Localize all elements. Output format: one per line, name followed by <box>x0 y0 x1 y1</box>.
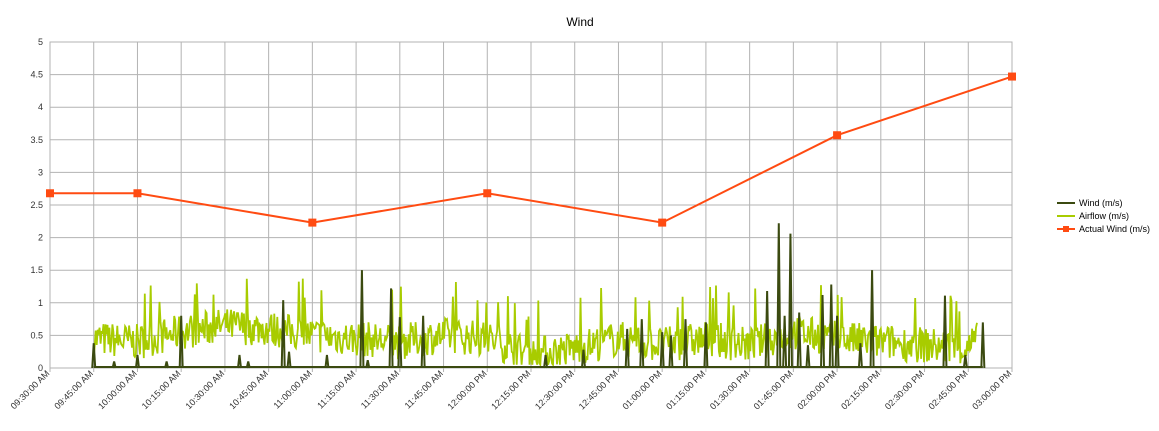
x-tick-label: 11:15:00 AM <box>315 368 357 410</box>
x-tick-label: 01:45:00 PM <box>752 368 795 411</box>
series-layer <box>46 72 1016 369</box>
x-axis-ticks: 09:30:00 AM 09:45:00 AM 10:00:00 AM 10:15:0… <box>9 368 1014 411</box>
airflow-line <box>92 278 978 368</box>
x-tick-label: 10:00:00 AM <box>96 368 139 411</box>
wind-spike <box>764 291 770 369</box>
x-tick-label: 10:30:00 AM <box>184 368 227 411</box>
x-tick-label: 03:00:00 PM <box>970 368 1013 411</box>
y-tick-label: 3 <box>38 167 43 177</box>
wind-spike <box>543 354 549 369</box>
wind-spike <box>639 319 645 369</box>
x-tick-label: 12:15:00 PM <box>489 368 532 411</box>
actual-wind-point <box>46 189 54 198</box>
x-tick-label: 02:45:00 PM <box>927 368 970 411</box>
wind-spike <box>388 288 394 369</box>
x-tick-label: 01:00:00 PM <box>620 368 663 411</box>
x-tick-label: 09:30:00 AM <box>9 368 52 411</box>
wind-spike <box>796 312 802 369</box>
wind-spike <box>164 361 170 369</box>
wind-spike <box>236 354 242 369</box>
x-tick-label: 10:15:00 AM <box>140 368 183 411</box>
wind-spike <box>397 317 403 369</box>
x-tick-label: 11:00:00 AM <box>271 368 313 410</box>
legend-label: Actual Wind (m/s) <box>1079 224 1150 234</box>
legend: Wind (m/s) Airflow (m/s) Actual Wind (m/s) <box>1057 198 1150 234</box>
x-tick-label: 02:15:00 PM <box>839 368 882 411</box>
wind-spike <box>776 223 782 369</box>
wind-spike <box>580 349 586 369</box>
wind-spike <box>787 233 793 369</box>
x-tick-label: 11:30:00 AM <box>359 368 401 410</box>
wind-spike <box>245 361 251 369</box>
legend-label: Wind (m/s) <box>1079 198 1123 208</box>
wind-spike <box>962 354 968 369</box>
wind-spike <box>805 345 811 369</box>
actual-wind-point <box>133 189 142 198</box>
y-tick-label: 4 <box>38 102 43 112</box>
chart-title: Wind <box>566 15 593 29</box>
x-tick-label: 12:45:00 PM <box>577 368 620 411</box>
wind-spike <box>659 332 665 369</box>
y-tick-label: 3.5 <box>30 135 43 145</box>
wind-spike <box>820 294 826 369</box>
y-tick-label: 1 <box>38 298 43 308</box>
wind-spike <box>111 361 117 369</box>
x-tick-label: 02:30:00 PM <box>883 368 926 411</box>
wind-spike <box>869 270 875 369</box>
y-tick-label: 0.5 <box>30 330 43 340</box>
actual-wind-point <box>833 131 842 140</box>
wind-spike <box>420 315 426 369</box>
actual-wind-point <box>308 218 317 227</box>
wind-spike <box>980 322 986 369</box>
legend-marker <box>1063 226 1069 232</box>
x-tick-label: 01:15:00 PM <box>664 368 707 411</box>
wind-spike <box>359 270 365 369</box>
wind-spike <box>942 295 948 369</box>
wind-spike <box>782 315 788 369</box>
x-tick-label: 12:30:00 PM <box>533 368 576 411</box>
y-tick-label: 0 <box>38 363 43 373</box>
legend-label: Airflow (m/s) <box>1079 211 1129 221</box>
wind-spike <box>857 343 863 369</box>
x-tick-label: 10:45:00 AM <box>227 368 270 411</box>
actual-wind-point <box>1008 72 1016 81</box>
wind-spike <box>365 359 371 369</box>
wind-spike <box>178 315 184 369</box>
x-tick-label: 01:30:00 PM <box>708 368 751 411</box>
wind-spike <box>668 335 674 369</box>
wind-spike <box>683 319 689 369</box>
wind-spike <box>703 322 709 369</box>
x-tick-label: 02:00:00 PM <box>795 368 838 411</box>
y-tick-label: 1.5 <box>30 265 43 275</box>
wind-spike <box>624 328 630 369</box>
wind-spike <box>828 284 834 369</box>
y-tick-label: 2.5 <box>30 200 43 210</box>
x-tick-label: 09:45:00 AM <box>52 368 95 411</box>
y-tick-label: 4.5 <box>30 70 43 80</box>
x-tick-label: 12:00:00 PM <box>446 368 489 411</box>
wind-spike <box>324 354 330 369</box>
actual-wind-point <box>658 218 667 227</box>
wind-spike <box>91 343 97 369</box>
wind-spike <box>280 300 286 369</box>
wind-spike <box>286 351 292 369</box>
y-tick-label: 5 <box>38 37 43 47</box>
actual-wind-point <box>483 189 492 198</box>
wind-spike <box>834 315 840 369</box>
y-tick-label: 2 <box>38 233 43 243</box>
x-tick-label: 11:45:00 AM <box>403 368 445 410</box>
wind-spike <box>134 354 140 369</box>
y-axis-ticks: 0 0.5 1 1.5 2 2.5 3 3.5 4 4.5 5 <box>30 37 43 373</box>
